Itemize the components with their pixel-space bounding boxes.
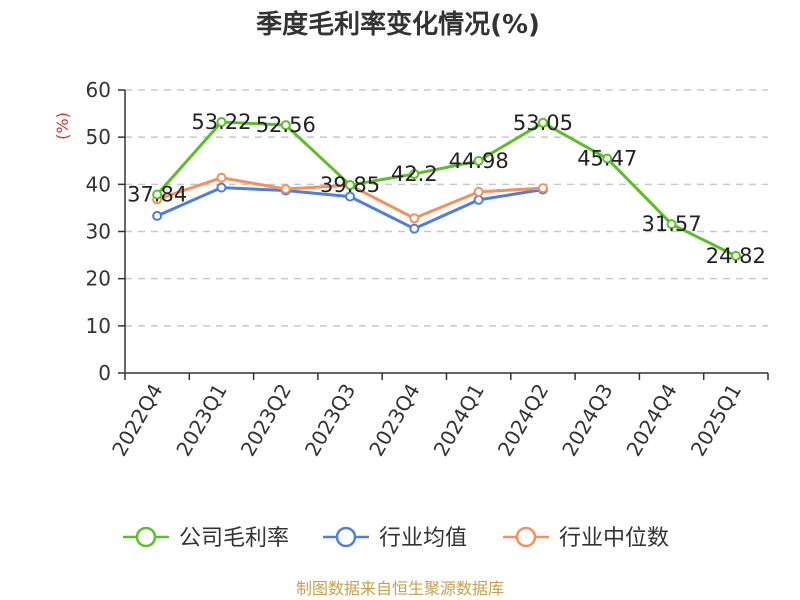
data-point [216, 116, 227, 127]
x-axis-ticks: 2022Q4 2023Q1 2023Q2 2023Q3 2023Q4 2024Q1 2024… [107, 373, 769, 461]
y-tick-label: 50 [86, 125, 111, 149]
x-tick-label: 2023Q2 [236, 380, 296, 461]
legend-label: 行业均值 [379, 526, 467, 551]
x-tick-label: 2023Q3 [300, 380, 360, 461]
data-label: 53.22 [191, 110, 251, 134]
data-label: 45.47 [577, 147, 637, 171]
data-point [602, 153, 613, 164]
legend-item-2: 行业中位数 [503, 526, 669, 551]
series-line [156, 120, 737, 258]
data-point [537, 183, 548, 194]
data-label: 24.82 [706, 244, 766, 268]
x-tick-label: 2024Q2 [493, 380, 553, 461]
x-tick-label: 2024Q3 [557, 380, 617, 461]
data-label: 53.05 [513, 111, 573, 135]
data-point [473, 186, 484, 197]
data-point [345, 180, 356, 191]
y-tick-label: 30 [86, 220, 111, 244]
x-tick-label: 2023Q4 [364, 380, 424, 461]
x-tick-label: 2022Q4 [107, 380, 167, 461]
legend-item-0: 公司毛利率 [123, 526, 289, 551]
data-point [409, 223, 420, 234]
legend: 公司毛利率 行业均值 行业中位数 [123, 526, 669, 551]
x-tick-label: 2023Q1 [171, 380, 231, 461]
data-label: 39.85 [320, 173, 380, 197]
data-label: 52.56 [256, 113, 316, 137]
legend-item-1: 行业均值 [323, 526, 467, 551]
data-point [730, 250, 741, 261]
y-axis-label: (%) [53, 112, 72, 140]
data-point [280, 120, 291, 131]
x-tick-label: 2024Q4 [621, 380, 681, 461]
legend-label: 公司毛利率 [179, 526, 289, 551]
data-label: 31.57 [641, 212, 701, 236]
data-label: 42.2 [391, 162, 438, 186]
x-tick-label: 2024Q1 [429, 380, 489, 461]
data-label: 44.98 [449, 149, 509, 173]
legend-swatch-marker [515, 526, 537, 548]
data-point [216, 172, 227, 183]
data-label: 37.84 [127, 183, 187, 207]
data-point [409, 213, 420, 224]
legend-swatch-marker [335, 526, 357, 548]
y-tick-label: 0 [98, 361, 111, 385]
grid-lines [125, 89, 768, 327]
data-point [280, 184, 291, 195]
data-point [216, 182, 227, 193]
y-tick-label: 20 [86, 267, 111, 291]
legend-label: 行业中位数 [559, 526, 669, 551]
y-axis-ticks: 0 10 20 30 40 50 60 [86, 78, 125, 385]
data-source: 制图数据来自恒生聚源数据库 [296, 579, 504, 598]
data-point [473, 194, 484, 205]
data-point [152, 210, 163, 221]
series-0 [152, 116, 741, 261]
data-point [537, 117, 548, 128]
y-tick-label: 40 [86, 172, 111, 196]
chart-title: 季度毛利率变化情况(%) [256, 9, 540, 40]
series-lines [152, 116, 741, 261]
x-tick-label: 2025Q1 [686, 380, 746, 461]
data-point [473, 155, 484, 166]
y-tick-label: 60 [86, 78, 111, 102]
legend-swatch-marker [135, 526, 157, 548]
data-point [152, 189, 163, 200]
data-point [345, 191, 356, 202]
data-point [409, 168, 420, 179]
data-point [666, 219, 677, 230]
y-tick-label: 10 [86, 314, 111, 338]
